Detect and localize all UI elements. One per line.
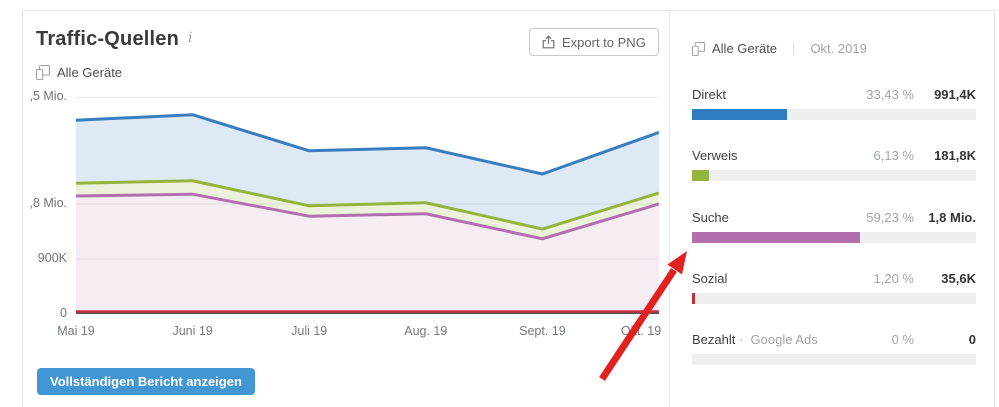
source-bar-fill bbox=[692, 231, 861, 243]
source-percent: 6,13 % bbox=[873, 148, 914, 164]
traffic-source-row: Sozial 1,20 % 35,6K bbox=[692, 271, 976, 304]
source-bar-track bbox=[692, 292, 976, 304]
card-header: Traffic-Quellen i bbox=[36, 28, 193, 51]
source-bar-track bbox=[692, 354, 976, 366]
source-bar-fill bbox=[692, 292, 696, 304]
source-value: 1,8 Mio. bbox=[928, 209, 976, 225]
source-value: 0 bbox=[968, 332, 976, 348]
traffic-source-row: Bezahlt Google Ads 0 % 0 bbox=[692, 332, 976, 366]
source-value: 991,4K bbox=[934, 87, 976, 102]
traffic-source-row: Direkt 33,43 % 991,4K bbox=[692, 87, 976, 120]
source-percent: 59,23 % bbox=[866, 209, 914, 225]
source-percent: 1,20 % bbox=[873, 270, 914, 286]
traffic-chart-svg bbox=[76, 97, 659, 314]
summary-period: Okt. 2019 bbox=[810, 41, 867, 56]
source-percent: 0 % bbox=[891, 332, 914, 348]
sources-summary-panel: Alle Geräte | Okt. 2019 Direkt 33,43 % 9… bbox=[670, 11, 996, 407]
source-percent: 33,43 % bbox=[866, 87, 914, 102]
traffic-sources-card: Traffic-Quellen i Alle Geräte Export to … bbox=[22, 10, 995, 407]
source-label: Bezahlt bbox=[692, 332, 736, 348]
full-report-button[interactable]: Vollständigen Bericht anzeigen bbox=[37, 368, 255, 395]
source-label: Verweis bbox=[692, 148, 738, 164]
traffic-chart[interactable] bbox=[76, 97, 659, 314]
summary-header: Alle Geräte | Okt. 2019 bbox=[692, 41, 867, 56]
x-axis-labels: Mai 19 Juni 19 Juli 19 Aug. 19 Sept. 19 Okt. … bbox=[57, 324, 662, 338]
device-filter: Alle Geräte bbox=[36, 65, 122, 80]
info-icon[interactable]: i bbox=[188, 30, 193, 46]
devices-icon bbox=[36, 65, 50, 80]
page-title: Traffic-Quellen bbox=[36, 28, 180, 50]
source-bar-track bbox=[692, 170, 976, 182]
source-bar-fill bbox=[692, 170, 710, 182]
devices-icon bbox=[692, 41, 705, 56]
source-bar-fill bbox=[692, 109, 787, 120]
export-to-png-button[interactable]: Export to PNG bbox=[529, 28, 659, 56]
export-icon bbox=[542, 35, 555, 49]
y-axis-labels: 0 900K ,8 Mio. ,5 Mio. bbox=[29, 89, 67, 320]
traffic-source-row: Suche 59,23 % 1,8 Mio. bbox=[692, 210, 976, 243]
source-bar-track bbox=[692, 109, 976, 120]
source-value: 181,8K bbox=[934, 148, 976, 164]
traffic-source-row: Verweis 6,13 % 181,8K bbox=[692, 148, 976, 182]
device-filter-label: Alle Geräte bbox=[57, 65, 123, 80]
source-sublabel: Google Ads bbox=[735, 332, 818, 347]
source-label: Suche bbox=[692, 209, 729, 225]
header-separator: | bbox=[792, 41, 796, 56]
panel-divider bbox=[669, 11, 670, 407]
export-button-label: Export to PNG bbox=[562, 34, 646, 50]
source-bar-track bbox=[692, 231, 976, 243]
source-label: Direkt bbox=[692, 87, 726, 102]
source-value: 35,6K bbox=[941, 270, 976, 286]
source-label: Sozial bbox=[692, 270, 728, 286]
summary-device-label: Alle Geräte bbox=[712, 41, 778, 56]
